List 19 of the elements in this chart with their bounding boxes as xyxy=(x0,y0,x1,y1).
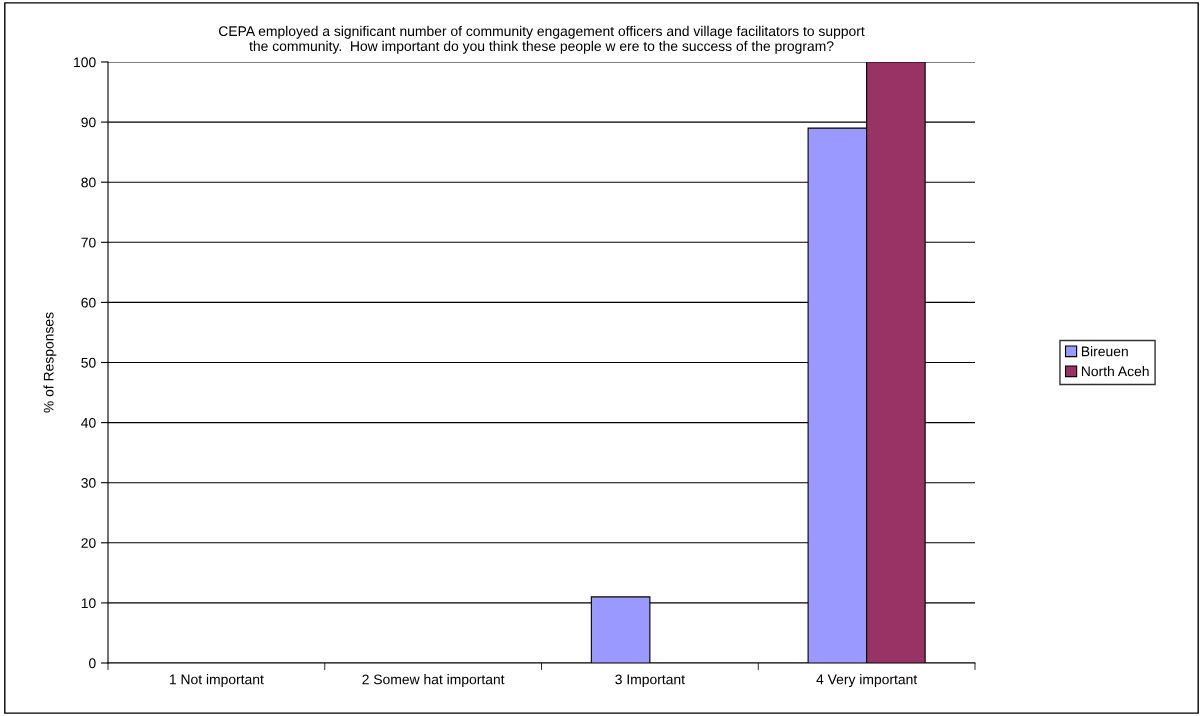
y-tick-label: 30 xyxy=(81,478,96,488)
y-tick-label: 60 xyxy=(81,297,96,308)
y-tick-label: 100 xyxy=(74,57,96,68)
legend-label: North Aceh xyxy=(1081,366,1149,377)
y-tick-label: 90 xyxy=(81,117,96,128)
y-tick-label: 40 xyxy=(81,417,96,428)
y-tick-label: 80 xyxy=(81,177,96,188)
y-tick-label: 0 xyxy=(89,658,96,669)
x-tick-label: 1 Not important xyxy=(169,674,264,688)
x-tick-label: 4 Very important xyxy=(816,674,918,688)
chart-title: CEPA employed a significant number of community engagement officers and village facilitators to support the community. How important do you think these people w ere to the success of the program? xyxy=(219,25,865,54)
y-axis-title: % of Responses xyxy=(43,312,57,413)
y-tick-label: 50 xyxy=(81,357,96,368)
y-tick-label: 10 xyxy=(81,598,96,609)
x-tick-label: 2 Somew hat important xyxy=(362,674,505,688)
x-tick-label: 3 Important xyxy=(615,674,685,688)
y-tick-label: 20 xyxy=(81,538,96,548)
legend-label: Bireuen xyxy=(1081,346,1128,357)
y-tick-label: 70 xyxy=(81,237,96,248)
